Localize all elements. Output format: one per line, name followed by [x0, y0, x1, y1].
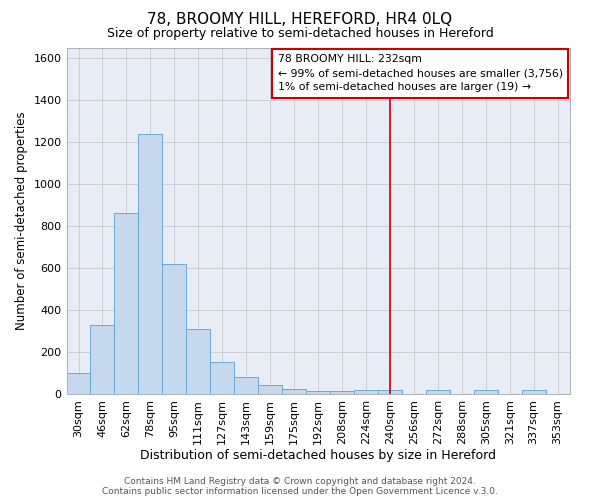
Text: 78 BROOMY HILL: 232sqm
← 99% of semi-detached houses are smaller (3,756)
1% of s: 78 BROOMY HILL: 232sqm ← 99% of semi-det…: [278, 54, 563, 92]
Text: Contains HM Land Registry data © Crown copyright and database right 2024.
Contai: Contains HM Land Registry data © Crown c…: [102, 476, 498, 496]
Bar: [91, 324, 115, 394]
Bar: [378, 390, 402, 394]
Bar: [258, 384, 282, 394]
Bar: [521, 390, 545, 394]
X-axis label: Distribution of semi-detached houses by size in Hereford: Distribution of semi-detached houses by …: [140, 450, 496, 462]
Y-axis label: Number of semi-detached properties: Number of semi-detached properties: [15, 112, 28, 330]
Bar: [163, 264, 187, 394]
Bar: [234, 377, 258, 394]
Bar: [282, 388, 306, 394]
Bar: [187, 329, 210, 394]
Bar: [330, 391, 354, 394]
Bar: [115, 214, 139, 394]
Bar: [354, 390, 378, 394]
Bar: [67, 373, 91, 394]
Bar: [426, 390, 450, 394]
Text: Size of property relative to semi-detached houses in Hereford: Size of property relative to semi-detach…: [107, 28, 493, 40]
Bar: [139, 134, 163, 394]
Text: 78, BROOMY HILL, HEREFORD, HR4 0LQ: 78, BROOMY HILL, HEREFORD, HR4 0LQ: [148, 12, 452, 28]
Bar: [474, 390, 498, 394]
Bar: [210, 362, 234, 394]
Bar: [306, 391, 330, 394]
